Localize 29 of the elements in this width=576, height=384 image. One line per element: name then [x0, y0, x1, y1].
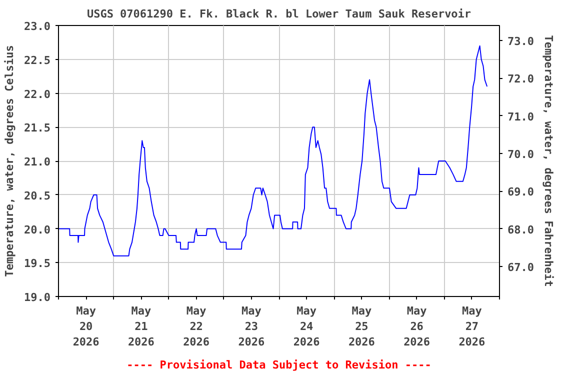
text: ---- Provisional Data Subject to Revision ----	[126, 358, 432, 372]
y-tick-label: 19.0	[24, 291, 51, 304]
x-tick-label: May 20 2026	[72, 304, 100, 349]
x-tick-label: May 23 2026	[238, 304, 266, 349]
y2-tick-label: 72.0	[508, 72, 534, 86]
y2-tick-label: 67.0	[508, 260, 534, 274]
y2-tick-label: 71.0	[508, 110, 534, 124]
y-tick-label: 20.5	[24, 189, 51, 202]
x-tick-label: May 25 2026	[348, 304, 376, 349]
y2-tick-label: 73.0	[508, 35, 534, 48]
x-tick-label: May 21 2026	[128, 304, 155, 349]
line-series	[58, 45, 488, 256]
y2-tick-label: 70.0	[508, 148, 534, 161]
y-tick-label: 21.5	[24, 122, 51, 135]
y2-tick-label: 68.0	[508, 223, 534, 236]
y-axis-title: Temperature, water, degrees Celsius	[3, 45, 16, 277]
y-tick-label: 21.0	[24, 156, 51, 168]
y-tick-label: 20.0	[24, 223, 51, 236]
x-tick-label: May 27 2026	[458, 304, 486, 349]
x-tick-label: May 26 2026	[404, 304, 430, 349]
chart-title: USGS 07061290 E. Fk. Black R. bl Lower Taum Sauk Reservoir	[86, 8, 472, 20]
y-tick-label: 23.0	[24, 20, 51, 33]
y2-tick-label: 69.0	[508, 186, 534, 199]
y2-axis-title: Temperature, water, degrees Fahrenheit	[542, 35, 555, 287]
y-tick-label: 22.0	[24, 88, 51, 101]
x-tick-label: May 22 2026	[183, 304, 210, 349]
y-tick-label: 19.5	[24, 257, 51, 270]
y-tick-label: 22.5	[24, 54, 51, 67]
x-tick-label: May 24 2026	[293, 304, 320, 349]
